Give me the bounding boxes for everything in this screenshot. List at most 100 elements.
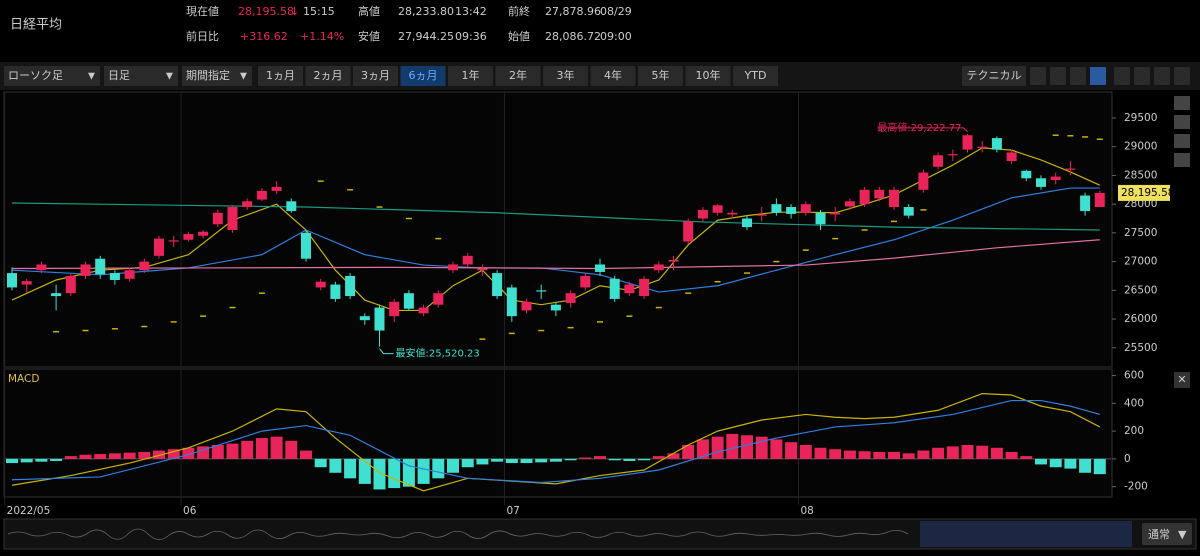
y-tick-label: 27500	[1124, 227, 1157, 239]
cell-time: 09:36	[455, 30, 487, 43]
histogram-bar	[153, 450, 165, 459]
select[interactable]	[182, 66, 252, 86]
histogram-bar	[285, 440, 298, 459]
period-button[interactable]	[685, 66, 731, 86]
select-arrow: ▼	[166, 72, 173, 82]
period-label: YTD	[744, 69, 767, 82]
side-icon[interactable]	[1174, 96, 1190, 110]
period-button[interactable]	[448, 66, 493, 86]
histogram-bar	[20, 458, 33, 463]
mode-select[interactable]	[1142, 523, 1192, 545]
candle-body	[330, 284, 341, 299]
histogram-bar	[1079, 458, 1092, 473]
candle-body	[212, 212, 223, 225]
candle-body	[1006, 152, 1017, 162]
histogram-bar	[388, 458, 401, 489]
histogram-bar	[917, 450, 930, 459]
y-tick-label: 0	[1124, 453, 1131, 465]
candle-body	[477, 268, 488, 271]
candle-body	[727, 212, 738, 215]
histogram-bar	[932, 447, 945, 459]
period-button[interactable]	[305, 66, 351, 86]
histogram-bar	[594, 456, 606, 459]
tool-icon[interactable]	[1114, 67, 1130, 85]
candle-body	[389, 301, 400, 317]
candle-body	[844, 201, 855, 207]
tool-icon[interactable]	[1030, 67, 1046, 85]
candle-body	[947, 154, 958, 156]
close-button[interactable]	[1174, 372, 1190, 388]
indicator-line	[11, 239, 1100, 270]
macd-panel	[3, 368, 1113, 498]
candle-body	[1050, 176, 1061, 181]
candle-body	[286, 201, 297, 212]
period-button[interactable]	[495, 66, 541, 86]
candle-body	[403, 293, 414, 309]
period-button[interactable]	[543, 66, 588, 86]
period-button[interactable]	[590, 66, 636, 86]
tool-icon[interactable]	[1090, 67, 1106, 85]
cell-value: 28,086.72	[545, 30, 601, 43]
histogram-bar	[255, 438, 268, 459]
period-button[interactable]	[258, 66, 303, 86]
histogram-bar	[402, 458, 415, 487]
period-button[interactable]	[733, 66, 778, 86]
histogram-bar	[1035, 458, 1047, 465]
histogram-bar	[211, 445, 224, 459]
x-tick-label: 08	[800, 505, 813, 517]
y-tick-label: 28500	[1124, 169, 1157, 181]
technical-button[interactable]	[962, 66, 1026, 86]
candle-body	[418, 307, 429, 314]
candle-body	[859, 189, 870, 205]
candle-body	[624, 284, 635, 294]
period-button[interactable]	[638, 66, 683, 86]
histogram-bar	[123, 452, 136, 459]
candle-body	[580, 275, 591, 288]
histogram-bar	[6, 458, 18, 464]
period-button[interactable]	[353, 66, 398, 86]
histogram-bar	[138, 451, 151, 459]
histogram-bar	[373, 458, 386, 490]
candle-body	[889, 189, 899, 208]
indicator-line	[11, 393, 1101, 492]
select-label: 日足	[108, 69, 130, 82]
histogram-bar	[535, 458, 548, 463]
candle-body	[962, 135, 973, 150]
side-icon[interactable]	[1174, 115, 1190, 129]
candle-body	[374, 307, 385, 331]
histogram-bar	[447, 458, 459, 473]
y-tick-label: 28000	[1124, 198, 1157, 210]
tool-icon[interactable]	[1070, 67, 1086, 85]
candle-body	[433, 293, 444, 305]
select[interactable]	[104, 66, 178, 86]
histogram-bar	[564, 458, 577, 461]
candle-body	[95, 258, 106, 275]
side-icon[interactable]	[1174, 153, 1190, 167]
candle-body	[80, 264, 91, 276]
candle-body	[109, 273, 120, 280]
histogram-bar	[858, 451, 871, 459]
tool-icon[interactable]	[1154, 67, 1170, 85]
side-icon[interactable]	[1174, 134, 1190, 148]
period-label: 4年	[604, 68, 622, 82]
navigator[interactable]	[3, 518, 1197, 550]
tool-icon[interactable]	[1050, 67, 1066, 85]
candle-body	[1080, 195, 1091, 212]
cell-label: 前日比	[186, 29, 219, 43]
candle-body	[683, 221, 694, 242]
tool-icon[interactable]	[1174, 67, 1190, 85]
toolbar: ローソク足 ▼ 日足 ▼ 期間指定 ▼ テクニカル	[4, 66, 1190, 86]
mode-label: 通常	[1148, 528, 1170, 541]
y-tick-label: 26000	[1124, 313, 1157, 325]
navigator-window[interactable]	[920, 521, 1132, 547]
tool-icon[interactable]	[1134, 67, 1150, 85]
histogram-bar	[638, 458, 651, 461]
period-button[interactable]	[400, 66, 446, 86]
indicator-line	[11, 147, 1101, 312]
price-panel	[3, 91, 1113, 368]
select[interactable]	[4, 66, 100, 86]
histogram-bar	[888, 451, 900, 459]
y-tick-label: 600	[1124, 370, 1144, 382]
cell-value: +316.62	[240, 30, 288, 43]
